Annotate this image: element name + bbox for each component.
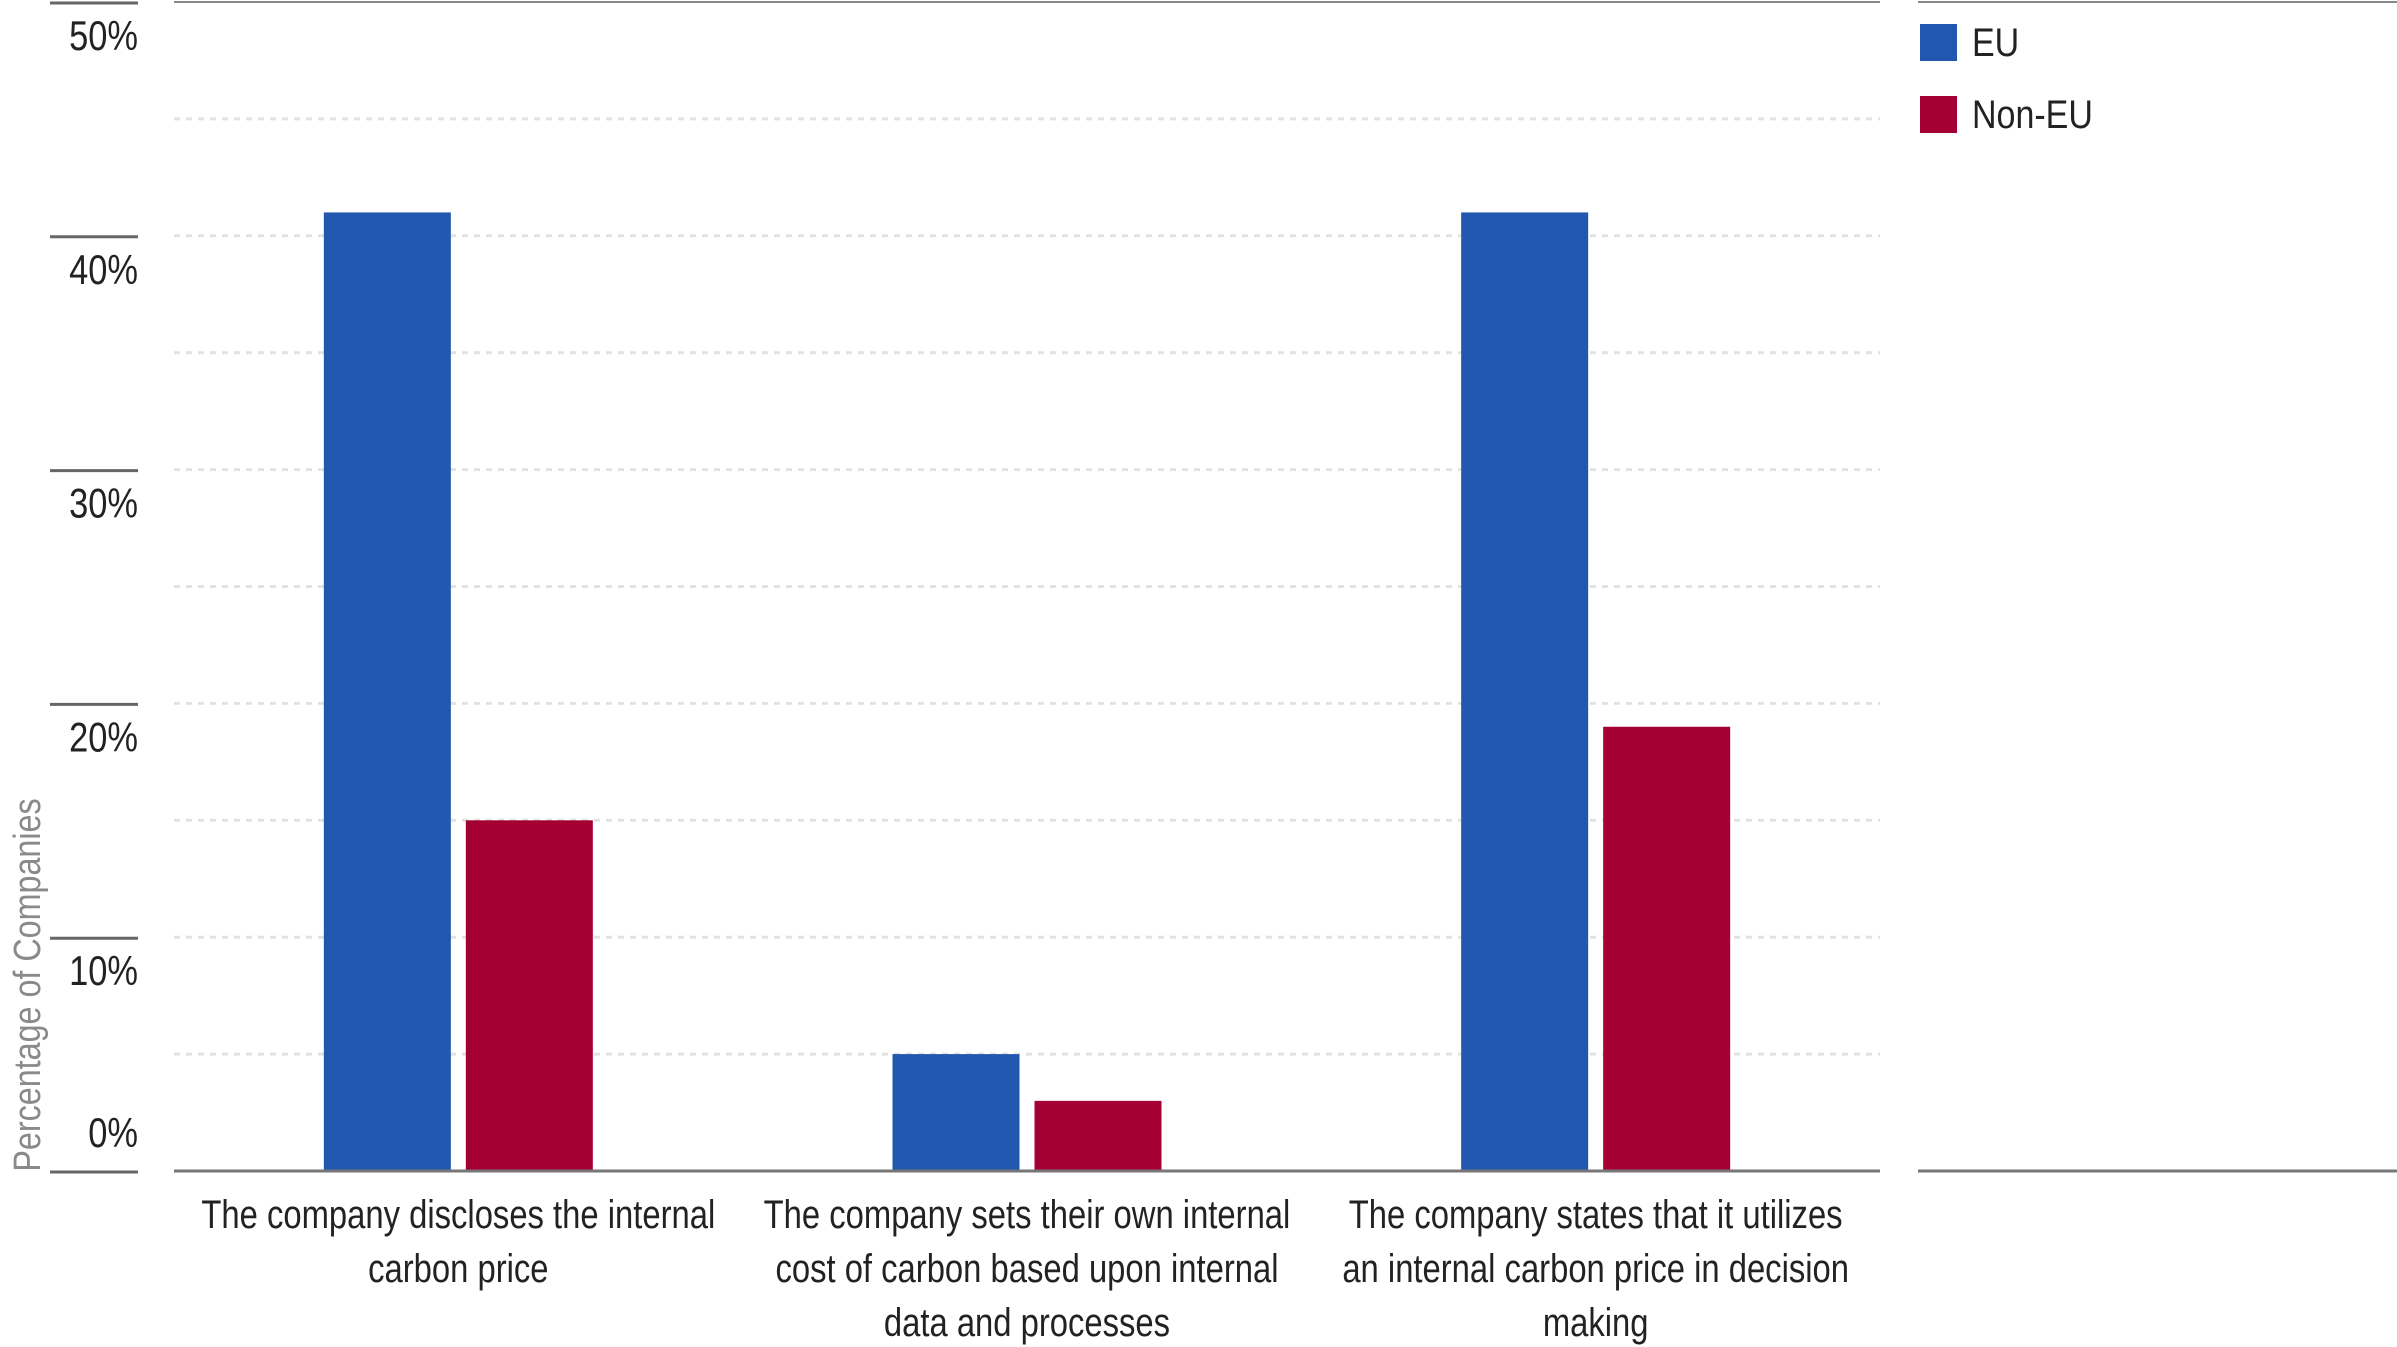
y-tick-label: 40% <box>69 247 138 294</box>
x-tick-labels: The company discloses the internal carbon… <box>201 1192 1849 1345</box>
bar-eu <box>1461 212 1589 1172</box>
bar-non-eu <box>1034 1100 1162 1171</box>
bar-eu <box>323 212 451 1172</box>
legend-swatch <box>1920 24 1957 61</box>
x-tick-label: making <box>1543 1300 1649 1345</box>
axes <box>174 1 2397 1173</box>
y-ticks: 0% 10% 20% 30% 40% 50% <box>50 1 138 1174</box>
x-tick-label: The company sets their own internal <box>764 1192 1291 1237</box>
y-tick-label: 10% <box>69 948 138 995</box>
legend-item: Non-EU <box>1920 91 2093 137</box>
legend-item: EU <box>1920 19 2019 65</box>
gridlines <box>174 117 1880 1056</box>
x-tick-label: data and processes <box>884 1300 1170 1345</box>
bars <box>323 212 1731 1172</box>
y-tick-label: 20% <box>69 714 138 761</box>
legend-swatch <box>1920 96 1957 133</box>
x-tick-label: carbon price <box>368 1246 548 1291</box>
legend-label: Non-EU <box>1972 91 2093 136</box>
legend: EU Non-EU <box>1920 19 2093 137</box>
x-tick-label: cost of carbon based upon internal <box>775 1246 1278 1291</box>
bar-non-eu <box>465 820 593 1171</box>
bar-eu <box>892 1054 1020 1171</box>
y-tick-label: 30% <box>69 480 138 527</box>
legend-label: EU <box>1972 19 2019 64</box>
y-tick-label: 0% <box>88 1110 138 1157</box>
bar-non-eu <box>1603 726 1731 1171</box>
y-tick-label: 50% <box>69 13 138 60</box>
x-tick-label: an internal carbon price in decision <box>1342 1246 1849 1291</box>
y-axis-title: Percentage of Companies <box>7 798 49 1171</box>
x-tick-label: The company discloses the internal <box>201 1192 715 1237</box>
x-tick-label: The company states that it utilizes <box>1349 1192 1843 1237</box>
